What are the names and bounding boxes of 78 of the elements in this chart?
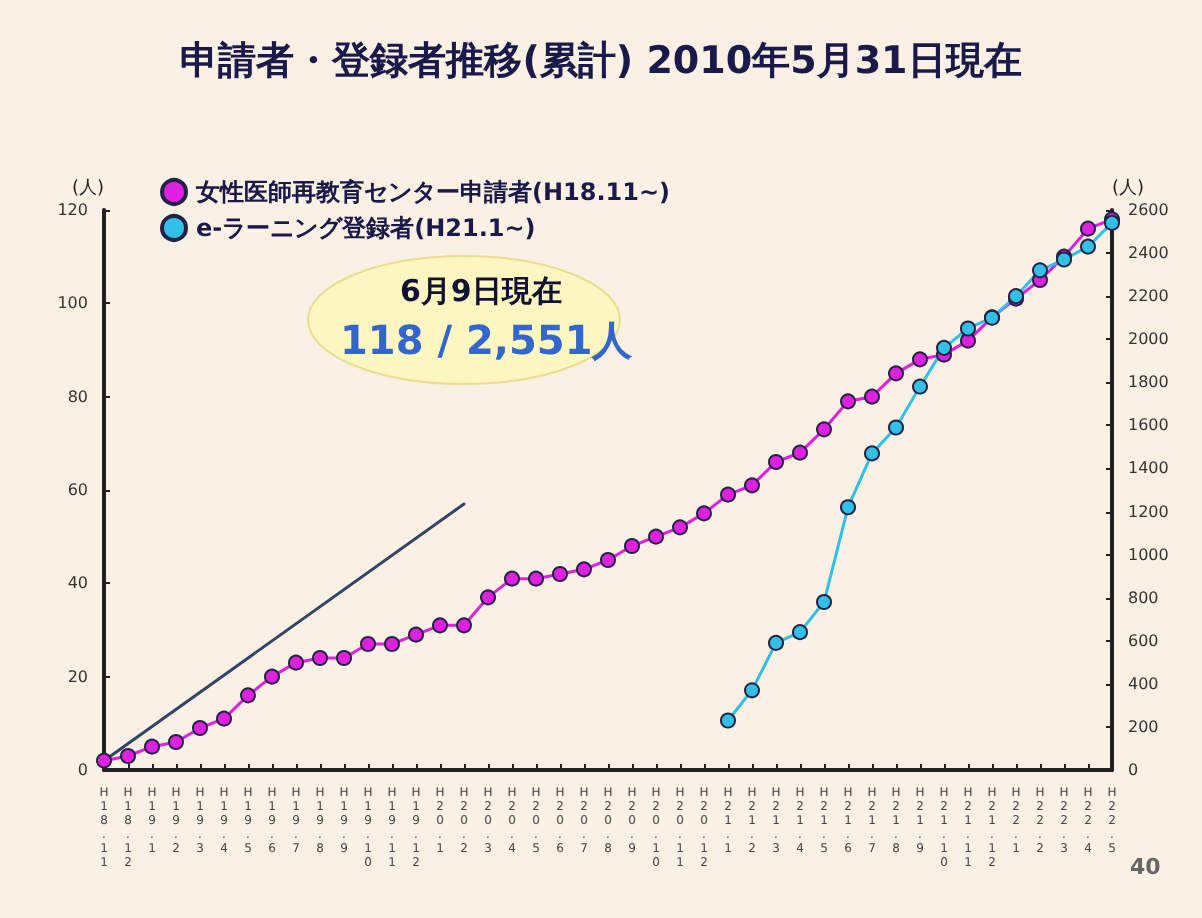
point [432, 617, 448, 634]
point [744, 682, 760, 699]
y-tick-label: 0 [77, 761, 88, 779]
legend-label: 女性医師再教育センター申請者(H18.11~) [194, 178, 671, 206]
point [168, 734, 184, 750]
point [384, 636, 400, 652]
point [960, 320, 976, 337]
point [816, 594, 832, 610]
point [216, 710, 232, 727]
point [864, 445, 880, 462]
point [1032, 262, 1048, 279]
point [720, 712, 736, 729]
point [96, 752, 112, 769]
point [912, 378, 928, 395]
point [1080, 220, 1096, 237]
point [744, 477, 760, 494]
point [312, 650, 328, 666]
point [768, 454, 784, 470]
text: 40 [1130, 854, 1162, 880]
point [240, 687, 256, 704]
point [336, 650, 352, 666]
point [144, 738, 160, 755]
y2-tick-label: 1600 [1128, 416, 1169, 435]
chart-title: 申請者・登録者推移(累計) 2010年5月31日現在 [180, 39, 1022, 83]
point [888, 365, 904, 382]
point [264, 668, 280, 685]
y2-tick-label: 200 [1128, 717, 1159, 736]
point [192, 720, 208, 736]
point [600, 552, 616, 568]
point [768, 634, 784, 651]
point [840, 499, 856, 516]
point [936, 339, 952, 356]
point [480, 589, 496, 606]
point [1080, 238, 1096, 255]
y2-tick-label: 2400 [1128, 244, 1169, 263]
y-tick-label: 80 [67, 387, 88, 406]
point [696, 505, 712, 522]
point [888, 419, 904, 436]
point [648, 528, 664, 545]
point [552, 566, 568, 582]
y2-tick-label: 1200 [1128, 502, 1169, 521]
point [672, 519, 688, 536]
point [816, 421, 832, 438]
point [792, 444, 808, 461]
y2-tick-label: 400 [1128, 674, 1159, 693]
point [120, 748, 136, 764]
y2-tick-label: 1400 [1128, 459, 1169, 478]
annotation: 118 / 2,551人 [340, 316, 635, 364]
point [456, 617, 472, 634]
point [360, 636, 376, 652]
y-axis-title: (人) [71, 177, 104, 199]
point [408, 626, 424, 643]
y2-tick-label: 0 [1128, 761, 1139, 779]
y-tick-label: 120 [57, 201, 88, 219]
point [624, 538, 640, 554]
y2-tick-label: 600 [1128, 631, 1159, 650]
point [528, 570, 544, 587]
point [720, 486, 736, 503]
legend-label: e-ラーニング登録者(H21.1~) [196, 214, 536, 242]
point [576, 561, 592, 578]
annotation: 6月9日現在 [400, 273, 562, 309]
y2-axis-title: (人) [1112, 177, 1145, 199]
y2-tick-label: 800 [1128, 588, 1159, 607]
y2-tick-label: 2600 [1128, 201, 1169, 219]
point [792, 624, 808, 641]
point [840, 393, 856, 410]
point [288, 654, 304, 671]
y-tick-label: 40 [67, 574, 88, 593]
y-tick-label: 20 [67, 667, 88, 686]
y2-tick-label: 2200 [1128, 287, 1169, 306]
point [912, 351, 928, 368]
y2-tick-label: 1800 [1128, 373, 1169, 392]
y-tick-label: 60 [67, 481, 88, 499]
point [864, 388, 880, 405]
y2-tick-label: 2000 [1128, 330, 1169, 349]
y-tick-label: 100 [57, 294, 88, 313]
y2-tick-label: 1000 [1128, 545, 1169, 564]
point [504, 570, 520, 587]
